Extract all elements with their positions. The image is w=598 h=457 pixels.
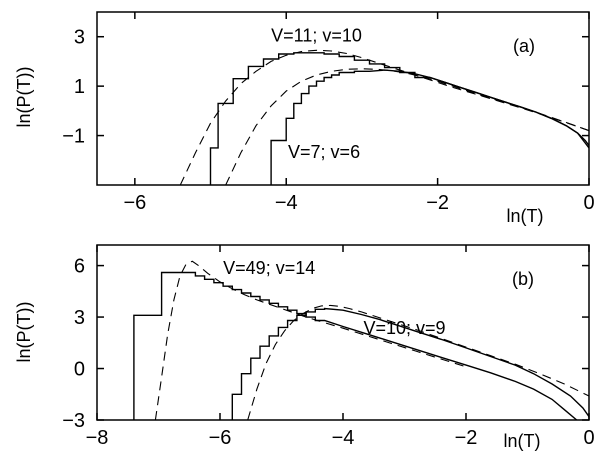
x-axis-title: ln(T) <box>507 206 544 226</box>
chart-panel-a: −6 −4 −2 0 3 1 −1 ln(T) ln(P(T)) (a) V=11; v=10 V=7… <box>14 11 595 226</box>
x-axis-title: ln(T) <box>504 431 541 451</box>
histogram-1 <box>270 69 589 185</box>
chart-panel-b: −8 −6 −4 −2 0 6 3 0 −3 ln(T) ln(P(T)) (b) V=49; v=14… <box>14 244 595 451</box>
fit-curve-3 <box>247 304 589 420</box>
curve-annotation: V=11; v=10 <box>271 26 362 46</box>
curve-annotation: V=10; v=9 <box>363 318 445 338</box>
histogram-0 <box>209 52 589 185</box>
curve-annotation: V=7; v=6 <box>288 142 360 162</box>
y-tick-label: 3 <box>74 27 85 49</box>
x-tick-label: −6 <box>209 427 232 449</box>
x-tick-label: 0 <box>583 192 594 214</box>
y-tick-label: 3 <box>74 307 85 329</box>
fit-curve-2 <box>154 260 467 420</box>
series-group <box>179 49 589 185</box>
y-tick-label: 1 <box>74 76 85 98</box>
histogram-0 <box>133 271 578 420</box>
x-tick-label: −2 <box>426 192 449 214</box>
panel-label: (a) <box>513 36 535 56</box>
y-tick-label: −1 <box>62 126 85 148</box>
x-tick-label: −4 <box>332 427 355 449</box>
x-tick-label: −8 <box>86 427 109 449</box>
y-axis-title: ln(P(T)) <box>14 67 34 128</box>
x-tick-label: 0 <box>583 427 594 449</box>
curve-annotation: V=49; v=14 <box>223 258 315 278</box>
x-tick-label: −4 <box>275 192 298 214</box>
x-tick-label: −6 <box>123 192 146 214</box>
y-axis-title: ln(P(T)) <box>14 302 34 363</box>
x-tick-label: −2 <box>455 427 478 449</box>
y-tick-label: 0 <box>74 359 85 381</box>
y-tick-label: −3 <box>62 410 85 432</box>
fit-curve-3 <box>225 68 589 185</box>
y-tick-label: 6 <box>74 256 85 278</box>
plot-frame <box>96 11 590 186</box>
panel-label: (b) <box>512 269 534 289</box>
histogram-1 <box>231 307 589 420</box>
series-group <box>133 260 589 420</box>
